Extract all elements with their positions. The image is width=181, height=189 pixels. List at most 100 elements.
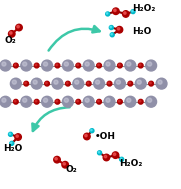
Circle shape	[97, 99, 101, 104]
Circle shape	[104, 155, 107, 158]
Circle shape	[0, 96, 11, 107]
Circle shape	[96, 80, 100, 84]
Circle shape	[131, 10, 135, 14]
Circle shape	[109, 26, 113, 29]
Circle shape	[148, 98, 152, 102]
Circle shape	[124, 12, 126, 14]
Circle shape	[116, 80, 121, 84]
Circle shape	[85, 98, 89, 102]
Circle shape	[108, 82, 110, 84]
Circle shape	[125, 60, 136, 71]
Circle shape	[83, 60, 94, 71]
Circle shape	[84, 133, 90, 140]
Circle shape	[56, 64, 58, 66]
Circle shape	[118, 100, 120, 102]
Circle shape	[117, 28, 120, 30]
Circle shape	[135, 78, 146, 89]
Text: H₂O₂: H₂O₂	[119, 159, 143, 168]
Circle shape	[87, 82, 89, 84]
Circle shape	[34, 99, 39, 104]
Circle shape	[127, 98, 131, 102]
Circle shape	[43, 98, 48, 102]
Circle shape	[15, 134, 21, 140]
Circle shape	[106, 12, 110, 16]
Circle shape	[146, 96, 157, 107]
Circle shape	[118, 99, 122, 104]
Circle shape	[24, 81, 29, 86]
Circle shape	[21, 96, 32, 107]
Circle shape	[98, 151, 102, 155]
Circle shape	[97, 63, 101, 68]
Circle shape	[45, 81, 49, 86]
Text: H₂O₂: H₂O₂	[132, 4, 155, 13]
Circle shape	[23, 62, 27, 66]
Circle shape	[90, 129, 94, 133]
Circle shape	[86, 81, 91, 86]
Circle shape	[110, 26, 111, 28]
Text: H₂O: H₂O	[132, 27, 151, 36]
Circle shape	[31, 78, 42, 89]
Circle shape	[62, 60, 73, 71]
Circle shape	[45, 82, 47, 84]
Circle shape	[62, 96, 73, 107]
Circle shape	[9, 132, 12, 136]
Circle shape	[10, 141, 14, 145]
Circle shape	[55, 157, 57, 160]
Circle shape	[10, 32, 12, 34]
Circle shape	[16, 24, 22, 31]
Circle shape	[10, 142, 12, 144]
Circle shape	[106, 62, 110, 66]
Circle shape	[21, 60, 32, 71]
Circle shape	[128, 81, 133, 86]
Circle shape	[14, 64, 16, 66]
Circle shape	[76, 99, 81, 104]
Circle shape	[150, 82, 151, 84]
Circle shape	[85, 62, 89, 66]
Circle shape	[118, 63, 122, 68]
Circle shape	[35, 100, 37, 102]
Circle shape	[98, 64, 99, 66]
Circle shape	[56, 100, 58, 102]
Circle shape	[10, 78, 21, 89]
Circle shape	[113, 8, 119, 15]
Circle shape	[66, 81, 70, 86]
Circle shape	[116, 26, 123, 33]
Circle shape	[2, 98, 6, 102]
Circle shape	[148, 62, 152, 66]
Circle shape	[104, 60, 115, 71]
Circle shape	[75, 80, 79, 84]
Circle shape	[9, 31, 15, 37]
Circle shape	[139, 100, 141, 102]
Circle shape	[63, 163, 66, 165]
Circle shape	[120, 157, 124, 161]
Circle shape	[0, 60, 11, 71]
Circle shape	[14, 99, 18, 104]
Circle shape	[54, 156, 60, 163]
Circle shape	[33, 80, 37, 84]
Text: O₂: O₂	[5, 36, 16, 45]
Circle shape	[73, 78, 84, 89]
Circle shape	[114, 9, 116, 12]
Text: H₂O: H₂O	[4, 144, 23, 153]
Circle shape	[23, 98, 27, 102]
Circle shape	[129, 82, 131, 84]
Circle shape	[98, 151, 100, 153]
Circle shape	[132, 10, 133, 12]
Circle shape	[9, 133, 11, 135]
Circle shape	[2, 62, 6, 66]
Circle shape	[85, 134, 87, 137]
Circle shape	[83, 96, 94, 107]
Circle shape	[127, 62, 131, 66]
Circle shape	[77, 64, 79, 66]
Circle shape	[138, 63, 143, 68]
Circle shape	[42, 60, 52, 71]
Circle shape	[112, 152, 119, 158]
Circle shape	[77, 100, 79, 102]
Circle shape	[55, 63, 60, 68]
Text: O₂: O₂	[65, 165, 77, 174]
Circle shape	[106, 13, 108, 14]
Circle shape	[52, 78, 63, 89]
Circle shape	[123, 11, 129, 17]
Circle shape	[66, 82, 68, 84]
Circle shape	[118, 64, 120, 66]
